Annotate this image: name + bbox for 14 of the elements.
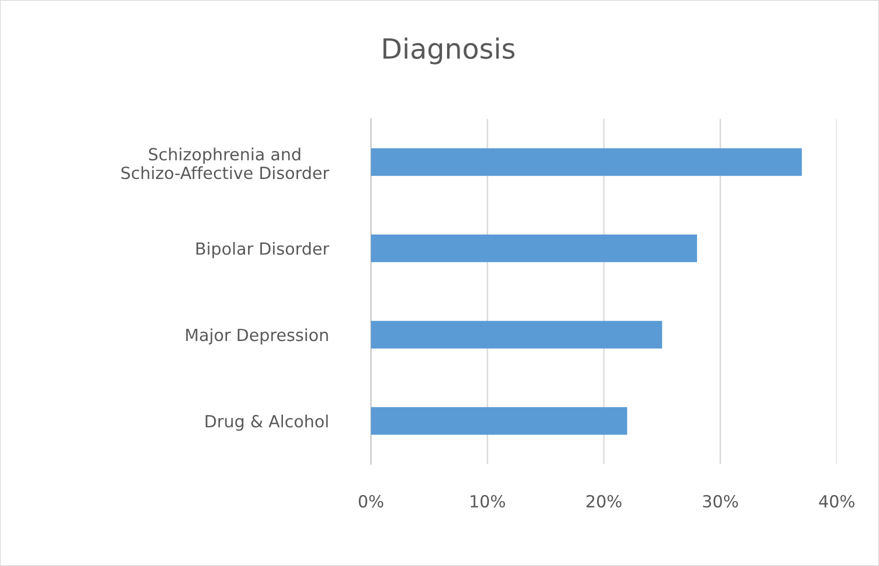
bar: [370, 234, 698, 262]
bar: [370, 407, 628, 435]
bar: [370, 148, 802, 176]
y-tick-label: Bipolar Disorder: [196, 242, 330, 258]
x-tick-label: 20%: [586, 494, 622, 508]
y-tick-label: Major Depression: [186, 328, 328, 344]
bar: [370, 320, 662, 348]
y-tick-label: Drug & Alcohol: [206, 414, 328, 431]
chart-title: Diagnosis: [384, 38, 514, 64]
x-tick-label: 0%: [358, 494, 384, 508]
x-tick-label: 30%: [703, 494, 738, 508]
x-tick-label: 40%: [819, 494, 854, 508]
x-tick-label: 10%: [470, 494, 506, 508]
y-tick-label: Schizophrenia and Schizo-Affective Disorder: [121, 148, 330, 180]
